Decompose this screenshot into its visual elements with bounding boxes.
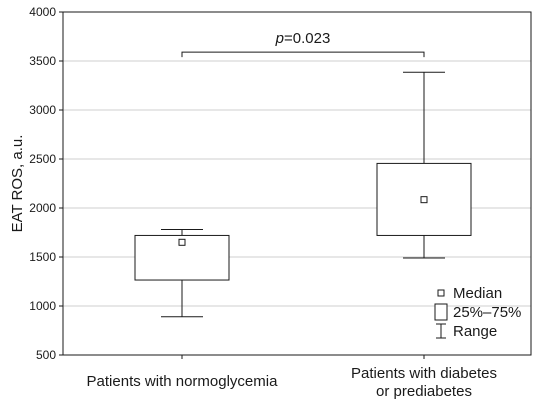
y-tick-label: 500 bbox=[36, 348, 56, 362]
legend-box-icon bbox=[434, 303, 448, 321]
significance-annotation: p=0.023 bbox=[181, 30, 425, 58]
p-value: =0.023 bbox=[284, 30, 330, 47]
legend-item: Median bbox=[437, 285, 502, 302]
legend-item: Range bbox=[436, 323, 497, 340]
box-series bbox=[134, 71, 472, 318]
y-axis-title: EAT ROS, a.u. bbox=[9, 135, 26, 233]
box-group bbox=[376, 71, 472, 259]
legend-label: 25%–75% bbox=[453, 304, 521, 321]
x-axis-categories: Patients with normoglycemia Patients with… bbox=[87, 365, 497, 400]
legend-median-icon bbox=[437, 289, 445, 297]
category-label: Patients with normoglycemia bbox=[87, 373, 279, 390]
plot-area-frame bbox=[62, 11, 532, 356]
y-tick-label: 1500 bbox=[29, 250, 56, 264]
category-label: Patients with diabetes bbox=[351, 365, 497, 382]
legend-range-icon bbox=[436, 323, 446, 339]
y-tick-label: 4000 bbox=[29, 5, 56, 19]
y-tick-label: 1000 bbox=[29, 299, 56, 313]
category-label: or prediabetes bbox=[376, 383, 472, 400]
y-tick-label: 2000 bbox=[29, 201, 56, 215]
legend: Median 25%–75% Range bbox=[434, 285, 521, 340]
legend-label: Median bbox=[453, 285, 502, 302]
y-tick-label: 3500 bbox=[29, 54, 56, 68]
y-tick-label: 2500 bbox=[29, 152, 56, 166]
legend-item: 25%–75% bbox=[434, 303, 521, 321]
significance-bracket bbox=[181, 51, 425, 58]
median-marker bbox=[420, 196, 428, 204]
p-symbol: p bbox=[275, 30, 284, 47]
y-tick-label: 3000 bbox=[29, 103, 56, 117]
legend-label: Range bbox=[453, 323, 497, 340]
box-group bbox=[134, 229, 230, 318]
y-axis: 500 1000 1500 2000 2500 3000 3500 4000 bbox=[29, 5, 425, 362]
p-value-label: p=0.023 bbox=[275, 30, 331, 47]
median-marker bbox=[178, 238, 186, 246]
